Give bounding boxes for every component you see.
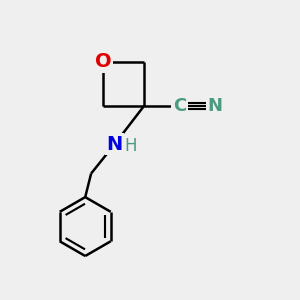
Text: N: N [106, 135, 123, 154]
Text: H: H [124, 136, 137, 154]
Text: N: N [207, 97, 222, 115]
Text: C: C [173, 97, 186, 115]
Text: O: O [94, 52, 111, 71]
